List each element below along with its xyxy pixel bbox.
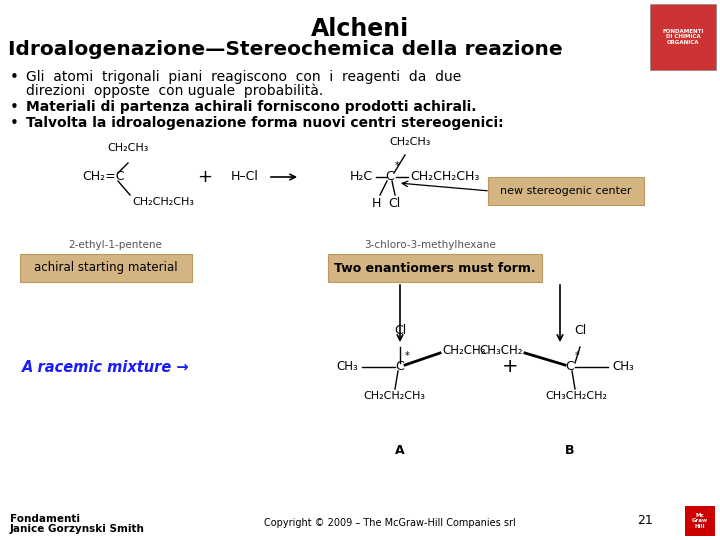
Text: Mc
Graw
Hill: Mc Graw Hill bbox=[692, 513, 708, 529]
Text: Cl: Cl bbox=[574, 324, 586, 337]
Text: *: * bbox=[405, 351, 410, 361]
Text: *: * bbox=[575, 351, 580, 361]
Text: •: • bbox=[10, 100, 19, 115]
Text: *: * bbox=[395, 161, 400, 171]
Text: CH₂CH₃: CH₂CH₃ bbox=[442, 345, 485, 357]
Text: A: A bbox=[395, 443, 405, 456]
Text: B: B bbox=[565, 443, 575, 456]
Text: FONDAMENTI
DI CHIMICA
ORGANICA: FONDAMENTI DI CHIMICA ORGANICA bbox=[662, 29, 703, 45]
Text: Cl: Cl bbox=[394, 324, 406, 337]
FancyBboxPatch shape bbox=[20, 254, 192, 282]
Text: H: H bbox=[372, 197, 381, 210]
Text: CH₂=C: CH₂=C bbox=[82, 171, 125, 184]
Text: A racemic mixture →: A racemic mixture → bbox=[22, 360, 189, 375]
Text: 3-chloro-3-methylhexane: 3-chloro-3-methylhexane bbox=[364, 240, 496, 250]
Text: CH₃: CH₃ bbox=[336, 361, 358, 374]
Text: H–Cl: H–Cl bbox=[231, 171, 259, 184]
Text: Cl: Cl bbox=[388, 197, 400, 210]
FancyBboxPatch shape bbox=[685, 506, 715, 536]
Text: CH₂CH₃: CH₂CH₃ bbox=[107, 143, 149, 153]
Text: •: • bbox=[10, 116, 19, 131]
Text: •: • bbox=[10, 70, 19, 85]
Text: 21: 21 bbox=[637, 514, 653, 527]
Text: Two enantiomers must form.: Two enantiomers must form. bbox=[334, 261, 536, 274]
Text: CH₂CH₂CH₃: CH₂CH₂CH₃ bbox=[132, 197, 194, 207]
FancyBboxPatch shape bbox=[328, 254, 542, 282]
Text: CH₃CH₂: CH₃CH₂ bbox=[480, 345, 523, 357]
Text: 2-ethyl-1-pentene: 2-ethyl-1-pentene bbox=[68, 240, 162, 250]
Text: Materiali di partenza achirali forniscono prodotti achirali.: Materiali di partenza achirali forniscon… bbox=[26, 100, 477, 114]
Text: CH₃CH₂CH₂: CH₃CH₂CH₂ bbox=[545, 391, 607, 401]
Text: Alcheni: Alcheni bbox=[311, 17, 409, 41]
Text: CH₂CH₂CH₃: CH₂CH₂CH₃ bbox=[363, 391, 425, 401]
FancyBboxPatch shape bbox=[650, 4, 716, 70]
Text: +: + bbox=[502, 357, 518, 376]
FancyBboxPatch shape bbox=[488, 177, 644, 205]
Text: Janice Gorzynski Smith: Janice Gorzynski Smith bbox=[10, 524, 145, 534]
Text: CH₃: CH₃ bbox=[612, 361, 634, 374]
Text: direzioni  opposte  con uguale  probabilità.: direzioni opposte con uguale probabilità… bbox=[26, 84, 323, 98]
Text: C: C bbox=[386, 171, 395, 184]
Text: CH₂CH₂CH₃: CH₂CH₂CH₃ bbox=[410, 171, 480, 184]
Text: Fondamenti: Fondamenti bbox=[10, 514, 80, 524]
Text: achiral starting material: achiral starting material bbox=[34, 261, 178, 274]
Text: H₂C: H₂C bbox=[350, 171, 373, 184]
Text: Idroalogenazione—Stereochemica della reazione: Idroalogenazione—Stereochemica della rea… bbox=[8, 40, 562, 59]
Text: new stereogenic center: new stereogenic center bbox=[500, 186, 631, 196]
Text: +: + bbox=[197, 168, 212, 186]
Text: CH₂CH₃: CH₂CH₃ bbox=[390, 137, 431, 147]
Text: Gli  atomi  trigonali  piani  reagiscono  con  i  reagenti  da  due: Gli atomi trigonali piani reagiscono con… bbox=[26, 70, 462, 84]
Text: C: C bbox=[566, 361, 575, 374]
Text: Copyright © 2009 – The McGraw-Hill Companies srl: Copyright © 2009 – The McGraw-Hill Compa… bbox=[264, 518, 516, 528]
Text: C: C bbox=[395, 361, 405, 374]
Text: Talvolta la idroalogenazione forma nuovi centri stereogenici:: Talvolta la idroalogenazione forma nuovi… bbox=[26, 116, 503, 130]
